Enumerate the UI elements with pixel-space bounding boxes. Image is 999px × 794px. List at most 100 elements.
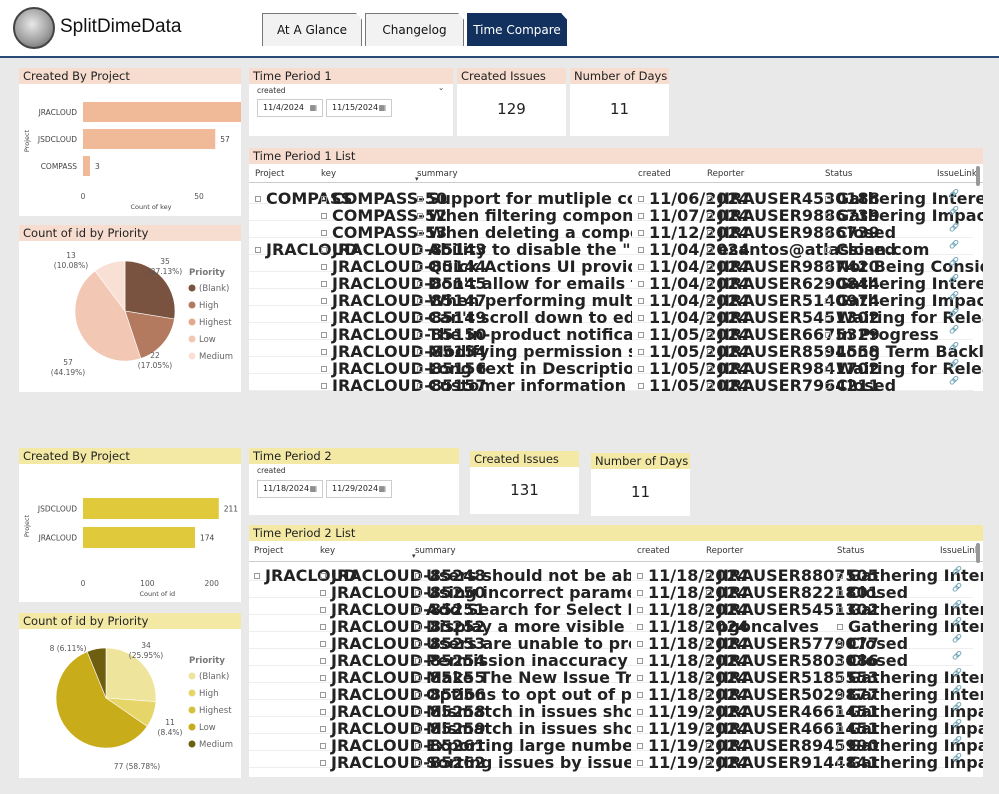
column-header-project[interactable]: Project: [255, 169, 285, 179]
link-icon[interactable]: 🔗: [952, 685, 962, 694]
expand-box-icon[interactable]: [825, 297, 831, 304]
expand-box-icon[interactable]: [707, 365, 713, 372]
tab-time-compare[interactable]: Time Compare: [467, 13, 567, 46]
expand-box-icon[interactable]: [415, 572, 421, 579]
expand-box-icon[interactable]: [706, 606, 712, 613]
column-header-reporter[interactable]: Reporter: [706, 546, 744, 556]
table-row[interactable]: JRACLOUD JRACLOUD-85248 Users should not b…: [249, 564, 983, 585]
column-header-key[interactable]: key: [320, 546, 336, 556]
link-icon[interactable]: 🔗: [952, 736, 962, 745]
expand-box-icon[interactable]: [417, 331, 423, 338]
expand-box-icon[interactable]: [707, 297, 713, 304]
column-header-status[interactable]: Status: [837, 546, 865, 556]
expand-box-icon[interactable]: [825, 229, 831, 236]
calendar-icon[interactable]: ▦: [309, 484, 317, 493]
expand-box-icon[interactable]: [706, 759, 712, 766]
expand-box-icon[interactable]: [837, 708, 843, 715]
link-icon[interactable]: 🔗: [949, 342, 959, 351]
link-icon[interactable]: 🔗: [952, 753, 962, 762]
date-to-input[interactable]: 11/29/2024 ▦: [326, 480, 392, 498]
link-icon[interactable]: 🔗: [952, 651, 962, 660]
expand-box-icon[interactable]: [706, 589, 712, 596]
expand-box-icon[interactable]: [415, 657, 421, 664]
expand-box-icon[interactable]: [321, 195, 327, 202]
expand-box-icon[interactable]: [638, 382, 644, 389]
expand-box-icon[interactable]: [321, 263, 327, 270]
expand-box-icon[interactable]: [707, 331, 713, 338]
column-header-summary[interactable]: summary: [417, 169, 458, 179]
expand-box-icon[interactable]: [255, 195, 261, 202]
column-header-project[interactable]: Project: [254, 546, 284, 556]
date-from-input[interactable]: 11/4/2024 ▦: [257, 99, 323, 117]
expand-box-icon[interactable]: [707, 314, 713, 321]
expand-box-icon[interactable]: [417, 263, 423, 270]
expand-box-icon[interactable]: [637, 572, 643, 579]
expand-box-icon[interactable]: [638, 331, 644, 338]
link-icon[interactable]: 🔗: [952, 600, 962, 609]
expand-box-icon[interactable]: [417, 280, 423, 287]
expand-box-icon[interactable]: [637, 674, 643, 681]
expand-box-icon[interactable]: [321, 229, 327, 236]
expand-box-icon[interactable]: [837, 606, 843, 613]
expand-box-icon[interactable]: [706, 572, 712, 579]
expand-box-icon[interactable]: [415, 742, 421, 749]
expand-box-icon[interactable]: [837, 674, 843, 681]
expand-box-icon[interactable]: [825, 331, 831, 338]
expand-box-icon[interactable]: [706, 623, 712, 630]
expand-box-icon[interactable]: [320, 725, 326, 732]
expand-box-icon[interactable]: [321, 382, 327, 389]
expand-box-icon[interactable]: [707, 246, 713, 253]
expand-box-icon[interactable]: [417, 229, 423, 236]
expand-box-icon[interactable]: [837, 572, 843, 579]
column-header-created[interactable]: created: [638, 169, 671, 179]
expand-box-icon[interactable]: [417, 212, 423, 219]
expand-box-icon[interactable]: [415, 691, 421, 698]
expand-box-icon[interactable]: [638, 348, 644, 355]
tab-at-a-glance[interactable]: At A Glance: [262, 13, 362, 46]
expand-box-icon[interactable]: [321, 365, 327, 372]
expand-box-icon[interactable]: [837, 725, 843, 732]
expand-box-icon[interactable]: [706, 657, 712, 664]
link-icon[interactable]: 🔗: [949, 291, 959, 300]
link-icon[interactable]: 🔗: [949, 257, 959, 266]
link-icon[interactable]: 🔗: [952, 617, 962, 626]
expand-box-icon[interactable]: [837, 759, 843, 766]
link-icon[interactable]: 🔗: [952, 719, 962, 728]
expand-box-icon[interactable]: [637, 657, 643, 664]
expand-box-icon[interactable]: [637, 623, 643, 630]
column-header-reporter[interactable]: Reporter: [707, 169, 745, 179]
expand-box-icon[interactable]: [320, 742, 326, 749]
expand-box-icon[interactable]: [706, 725, 712, 732]
expand-box-icon[interactable]: [638, 263, 644, 270]
expand-box-icon[interactable]: [415, 623, 421, 630]
expand-box-icon[interactable]: [320, 691, 326, 698]
expand-box-icon[interactable]: [415, 674, 421, 681]
expand-box-icon[interactable]: [417, 382, 423, 389]
link-icon[interactable]: 🔗: [949, 325, 959, 334]
expand-box-icon[interactable]: [825, 314, 831, 321]
expand-box-icon[interactable]: [417, 365, 423, 372]
expand-box-icon[interactable]: [417, 348, 423, 355]
link-icon[interactable]: 🔗: [952, 668, 962, 677]
link-icon[interactable]: 🔗: [949, 240, 959, 249]
expand-box-icon[interactable]: [415, 606, 421, 613]
expand-box-icon[interactable]: [638, 246, 644, 253]
expand-box-icon[interactable]: [415, 759, 421, 766]
expand-box-icon[interactable]: [707, 263, 713, 270]
expand-box-icon[interactable]: [417, 297, 423, 304]
expand-box-icon[interactable]: [321, 314, 327, 321]
expand-box-icon[interactable]: [637, 640, 643, 647]
expand-box-icon[interactable]: [637, 589, 643, 596]
expand-box-icon[interactable]: [320, 623, 326, 630]
